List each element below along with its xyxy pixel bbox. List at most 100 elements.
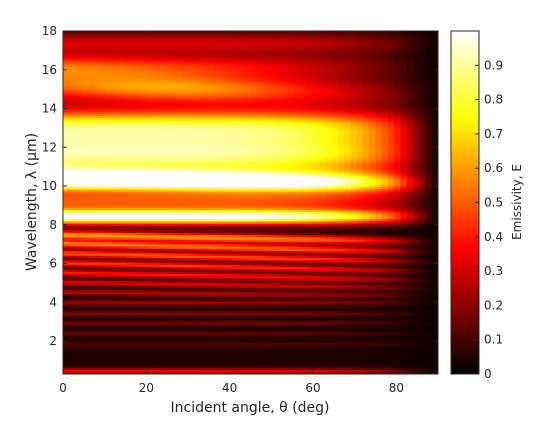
heatmap-cell xyxy=(100,289,108,293)
heatmap-cell xyxy=(138,298,145,302)
heatmap-cell xyxy=(163,332,170,336)
heatmap-cell xyxy=(156,277,164,281)
heatmap-cell xyxy=(100,252,108,256)
heatmap-cell xyxy=(106,355,114,359)
heatmap-cell xyxy=(200,56,208,60)
heatmap-cell xyxy=(163,367,170,371)
heatmap-cell xyxy=(106,193,114,197)
heatmap-cell xyxy=(63,202,70,206)
heatmap-cell xyxy=(206,243,214,247)
heatmap-cell xyxy=(244,131,252,135)
heatmap-cell xyxy=(219,289,227,293)
heatmap-cell xyxy=(81,213,89,217)
heatmap-cell xyxy=(81,362,89,366)
heatmap-cell xyxy=(206,293,214,297)
heatmap-cell xyxy=(88,56,95,60)
heatmap-cell xyxy=(175,261,183,265)
heatmap-cell xyxy=(244,289,252,293)
heatmap-cell xyxy=(194,35,202,39)
heatmap-cell xyxy=(175,53,183,57)
heatmap-cell xyxy=(156,195,164,199)
heatmap-cell xyxy=(244,145,252,149)
heatmap-cell xyxy=(88,280,95,284)
heatmap-cell xyxy=(63,63,70,66)
heatmap-cell xyxy=(119,40,127,44)
heatmap-cell xyxy=(156,223,164,226)
heatmap-cell xyxy=(213,76,220,80)
heatmap-cell xyxy=(63,65,70,69)
heatmap-cell xyxy=(106,76,114,80)
heatmap-cell xyxy=(256,300,264,304)
heatmap-cell xyxy=(194,179,202,183)
heatmap-cell xyxy=(150,280,158,284)
heatmap-cell xyxy=(125,92,133,96)
heatmap-cell xyxy=(75,161,83,165)
heatmap-cell xyxy=(169,33,177,37)
heatmap-cell xyxy=(194,124,202,128)
heatmap-cell xyxy=(188,49,195,53)
heatmap-cell xyxy=(138,181,145,185)
heatmap-cell xyxy=(94,152,102,156)
heatmap-cell xyxy=(213,108,220,112)
heatmap-cell xyxy=(88,60,95,64)
heatmap-cell xyxy=(250,220,258,224)
heatmap-cell xyxy=(119,264,127,268)
heatmap-cell xyxy=(263,99,270,103)
heatmap-cell xyxy=(138,163,145,167)
heatmap-cell xyxy=(94,346,102,350)
heatmap-cell xyxy=(100,339,108,343)
heatmap-cell xyxy=(244,316,252,320)
heatmap-cell xyxy=(206,360,214,364)
heatmap-cell xyxy=(181,236,189,240)
heatmap-cell xyxy=(106,143,114,146)
heatmap-cell xyxy=(75,264,83,268)
heatmap-cell xyxy=(163,277,170,281)
heatmap-cell xyxy=(150,88,158,92)
heatmap-cell xyxy=(238,367,245,371)
heatmap-cell xyxy=(113,353,120,357)
heatmap-cell xyxy=(175,264,183,268)
heatmap-cell xyxy=(94,360,102,364)
heatmap-cell xyxy=(231,353,239,357)
heatmap-cell xyxy=(244,300,252,304)
heatmap-cell xyxy=(88,303,95,306)
heatmap-cell xyxy=(213,257,220,261)
heatmap-cell xyxy=(194,188,202,192)
heatmap-cell xyxy=(181,113,189,117)
heatmap-cell xyxy=(131,234,139,238)
heatmap-cell xyxy=(250,152,258,156)
heatmap-cell xyxy=(194,161,202,165)
heatmap-cell xyxy=(213,296,220,300)
heatmap-cell xyxy=(194,117,202,121)
heatmap-cell xyxy=(244,49,252,53)
heatmap-cell xyxy=(219,273,227,277)
heatmap-cell xyxy=(169,79,177,82)
heatmap-cell xyxy=(88,298,95,302)
heatmap-cell xyxy=(106,40,114,44)
heatmap-cell xyxy=(75,250,83,254)
heatmap-cell xyxy=(188,44,195,48)
heatmap-cell xyxy=(231,188,239,192)
heatmap-cell xyxy=(188,268,195,272)
heatmap-cell xyxy=(119,177,127,181)
heatmap-cell xyxy=(150,348,158,352)
heatmap-cell xyxy=(206,303,214,306)
heatmap-cell xyxy=(244,255,252,258)
heatmap-cell xyxy=(206,129,214,133)
heatmap-cell xyxy=(219,37,227,41)
heatmap-cell xyxy=(150,154,158,158)
heatmap-cell xyxy=(250,120,258,124)
heatmap-cell xyxy=(194,275,202,279)
heatmap-cell xyxy=(169,227,177,231)
heatmap-cell xyxy=(100,277,108,281)
heatmap-cell xyxy=(163,328,170,332)
heatmap-cell xyxy=(81,175,89,178)
heatmap-cell xyxy=(194,42,202,46)
heatmap-cell xyxy=(138,344,145,348)
heatmap-cell xyxy=(219,227,227,231)
heatmap-cell xyxy=(156,266,164,270)
heatmap-cell xyxy=(244,97,252,101)
heatmap-cell xyxy=(225,122,233,126)
heatmap-cell xyxy=(63,227,70,231)
heatmap-cell xyxy=(256,298,264,302)
